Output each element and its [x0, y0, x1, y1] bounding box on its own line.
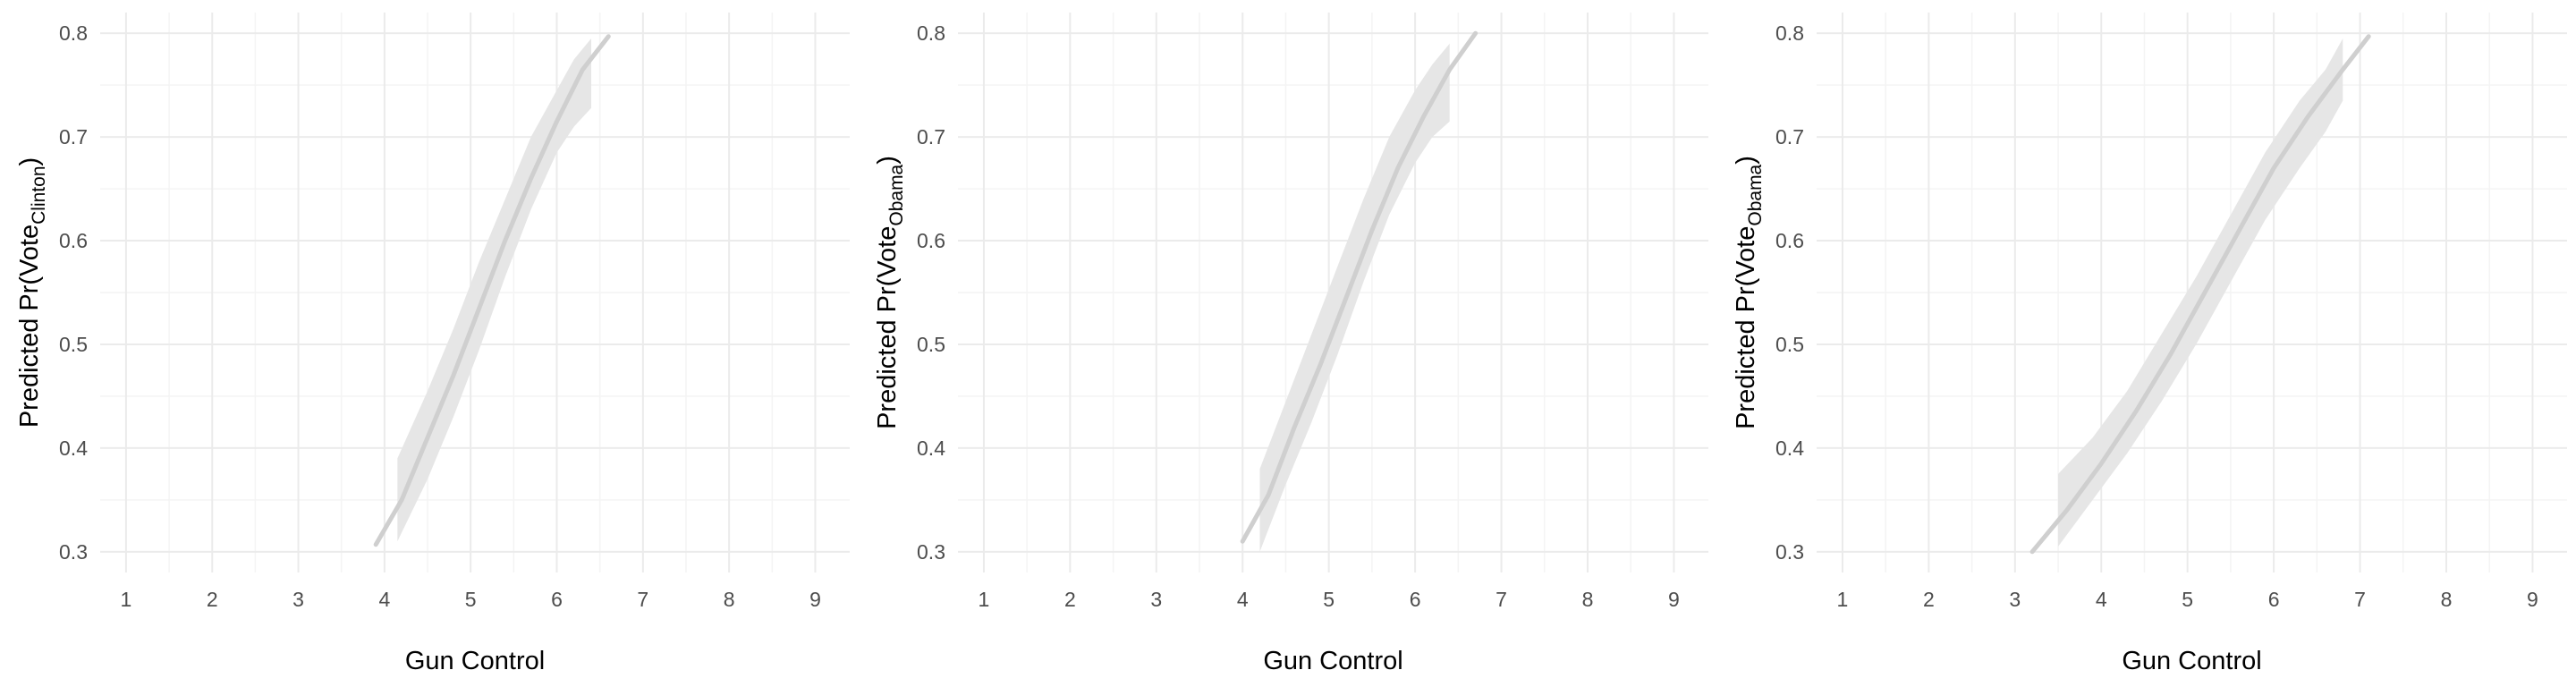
y-axis-title-suffix: ) — [15, 157, 44, 166]
series-line-1 — [373, 34, 611, 547]
confidence-band — [397, 38, 591, 542]
chart-panel-3: 1 2 3 4 5 6 7 8 9 0.3 0.4 0.5 0.6 0.7 0.8 Gun Control Pr… — [1732, 13, 2567, 675]
y-axis-title-subscript: Obama — [1745, 164, 1766, 225]
x-tick-label: 3 — [292, 588, 304, 611]
y-tick-label: 0.4 — [917, 437, 945, 460]
chart-panel-1: 1 2 3 4 5 6 7 8 9 0.3 0.4 0.5 0.6 0.7 0.8 Gun Control Pr… — [15, 13, 850, 675]
y-tick-label: 0.6 — [1775, 229, 1804, 252]
x-tick-label: 4 — [2096, 588, 2107, 611]
x-tick-label: 5 — [1323, 588, 1335, 611]
x-tick-label: 7 — [1496, 588, 1507, 611]
y-axis-title-main: Predicted Pr(Vote — [1732, 226, 1760, 429]
x-tick-label: 9 — [2527, 588, 2538, 611]
y-tick-label: 0.7 — [917, 125, 945, 148]
x-tick-label: 4 — [378, 588, 390, 611]
y-tick-label: 0.8 — [1775, 21, 1804, 45]
x-tick-label: 3 — [1150, 588, 1162, 611]
y-axis-title-main: Predicted Pr(Vote — [15, 225, 44, 428]
x-tick-label: 6 — [551, 588, 563, 611]
y-axis-title-suffix: ) — [1732, 156, 1760, 165]
y-tick-label: 0.6 — [59, 229, 88, 252]
series-line-1 — [2029, 34, 2371, 555]
y-tick-label: 0.3 — [1775, 540, 1804, 564]
x-tick-label: 8 — [2441, 588, 2453, 611]
x-tick-label: 1 — [1837, 588, 1849, 611]
x-tick-label: 2 — [1923, 588, 1935, 611]
y-tick-label: 0.3 — [59, 540, 88, 564]
y-tick-label: 0.4 — [59, 437, 88, 460]
x-tick-label: 4 — [1237, 588, 1249, 611]
x-tick-label: 3 — [2009, 588, 2021, 611]
grid — [958, 13, 1708, 572]
y-tick-label: 0.5 — [917, 333, 945, 356]
confidence-band — [1259, 43, 1450, 552]
x-tick-label: 9 — [809, 588, 821, 611]
y-tick-label: 0.3 — [917, 540, 945, 564]
x-tick-label: 1 — [120, 588, 131, 611]
y-tick-label: 0.6 — [917, 229, 945, 252]
x-tick-label: 6 — [1410, 588, 1421, 611]
x-tick-label: 5 — [2182, 588, 2193, 611]
y-tick-label: 0.7 — [1775, 125, 1804, 148]
y-tick-label: 0.5 — [1775, 333, 1804, 356]
y-axis-title-subscript: Clinton — [29, 166, 49, 225]
y-axis-title-suffix: ) — [873, 156, 902, 165]
x-axis-title: Gun Control — [2122, 647, 2261, 675]
y-axis-title-main: Predicted Pr(Vote — [873, 226, 902, 429]
y-axis-title: Predicted Pr(VoteObama) — [1732, 156, 1766, 429]
chart-panel-2: 1 2 3 4 5 6 7 8 9 0.3 0.4 0.5 0.6 0.7 0.8 Gun Control Pr… — [873, 13, 1708, 675]
x-tick-label: 6 — [2268, 588, 2280, 611]
y-tick-label: 0.8 — [59, 21, 88, 45]
x-tick-label: 7 — [2354, 588, 2366, 611]
x-tick-label: 7 — [637, 588, 648, 611]
x-tick-label: 9 — [1668, 588, 1680, 611]
x-tick-label: 5 — [465, 588, 477, 611]
y-axis-title: Predicted Pr(VoteObama) — [873, 156, 907, 429]
y-tick-label: 0.5 — [59, 333, 88, 356]
x-tick-label: 1 — [979, 588, 990, 611]
series-line-1 — [1240, 30, 1479, 544]
y-tick-label: 0.4 — [1775, 437, 1804, 460]
x-tick-label: 2 — [207, 588, 218, 611]
x-axis-title: Gun Control — [1263, 647, 1402, 675]
y-axis-title: Predicted Pr(VoteClinton) — [15, 157, 49, 428]
y-axis-title-subscript: Obama — [886, 164, 907, 225]
x-tick-label: 2 — [1064, 588, 1076, 611]
y-tick-label: 0.7 — [59, 125, 88, 148]
x-axis-title: Gun Control — [405, 647, 545, 675]
x-tick-label: 8 — [1582, 588, 1594, 611]
x-tick-label: 8 — [724, 588, 735, 611]
y-tick-label: 0.8 — [917, 21, 945, 45]
